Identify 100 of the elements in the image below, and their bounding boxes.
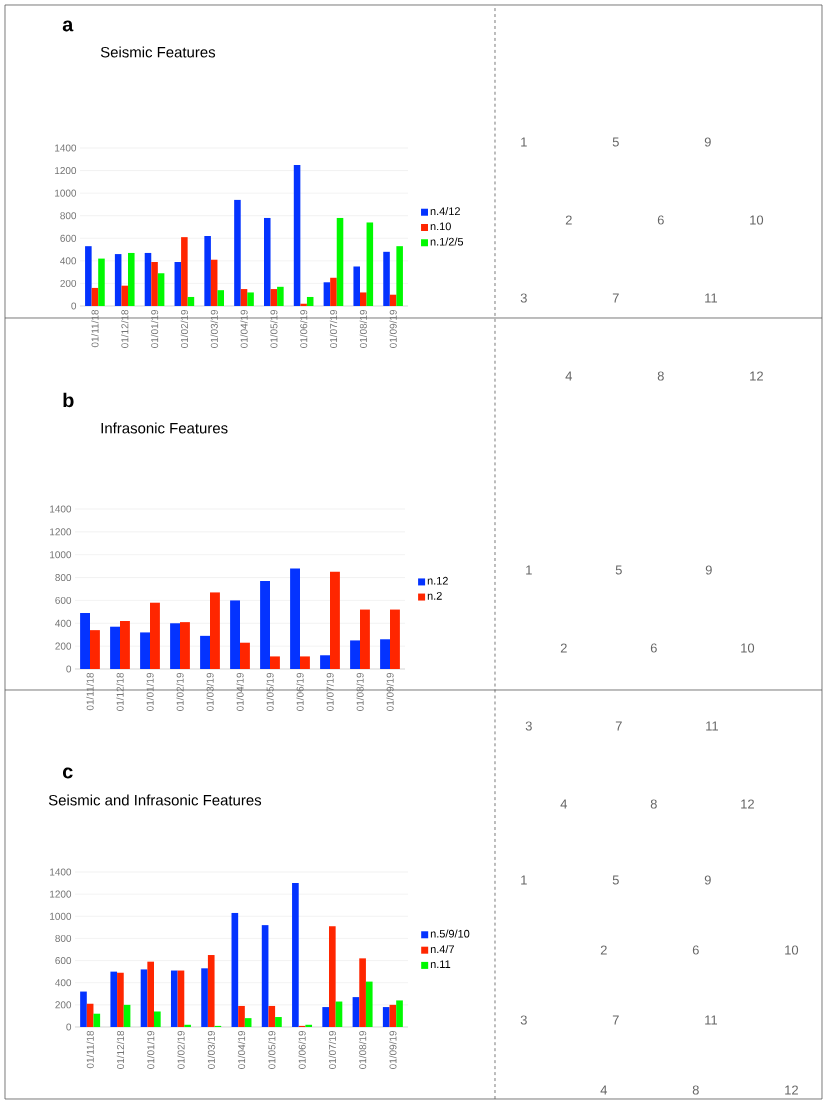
text: 12: [785, 1085, 798, 1095]
bar: [359, 292, 367, 306]
y-tick-label: 600: [55, 596, 72, 604]
bar: [244, 1018, 252, 1027]
bar: [270, 289, 278, 306]
y-tick-label: 800: [55, 574, 72, 582]
bar: [204, 236, 211, 306]
legend-label: n.5/9/10: [430, 929, 470, 938]
legend-label: n.12: [427, 576, 448, 585]
bar: [170, 623, 180, 669]
bar: [154, 1011, 161, 1027]
legend-label: n.11: [430, 960, 451, 968]
x-tick-label: 01/02/19: [176, 672, 184, 711]
legend-label: n.10: [430, 222, 451, 231]
bar: [140, 632, 150, 669]
x-tick-label: 01/06/19: [298, 1030, 306, 1069]
text: 6: [650, 643, 657, 653]
bar: [238, 1005, 245, 1027]
x-tick-label: 01/05/19: [266, 672, 274, 711]
bar: [210, 259, 218, 306]
legend-label: n.2: [427, 591, 442, 600]
text: 7: [612, 1015, 619, 1025]
x-tick-label: 01/12/18: [116, 672, 124, 711]
y-tick-label: 200: [55, 1001, 72, 1009]
bar: [184, 1024, 191, 1027]
y-tick-label: 400: [55, 619, 72, 627]
bar: [114, 254, 122, 306]
bar: [396, 1000, 403, 1027]
y-tick-label: 1400: [55, 144, 77, 152]
bar: [217, 290, 225, 306]
bar: [382, 1007, 390, 1027]
bar: [147, 961, 155, 1027]
text: 9: [704, 875, 711, 885]
text: 1: [521, 875, 527, 885]
text: 3: [520, 1015, 527, 1025]
text: 11: [706, 721, 719, 731]
text: 12: [741, 799, 754, 809]
x-tick-label: 01/08/19: [359, 309, 367, 348]
bar: [293, 164, 301, 306]
x-tick-label: 01/11/18: [86, 672, 94, 711]
x-tick-label: 01/12/18: [116, 1030, 125, 1069]
bar: [207, 955, 215, 1027]
chart-title: Seismic Features: [100, 46, 216, 58]
bar: [261, 925, 269, 1027]
x-tick-label: 01/03/19: [206, 672, 214, 711]
chart-title: Infrasonic Features: [101, 422, 228, 434]
bar: [300, 656, 310, 669]
bar: [290, 568, 300, 669]
x-tick-label: 01/07/19: [326, 672, 334, 711]
bar: [110, 971, 118, 1027]
bar: [263, 217, 271, 306]
x-tick-label: 01/04/19: [236, 672, 244, 711]
x-tick-label: 01/01/19: [146, 672, 154, 711]
text: 7: [615, 721, 622, 731]
bar: [117, 972, 124, 1027]
x-tick-label: 01/08/19: [358, 1030, 367, 1069]
text: 1: [521, 137, 527, 147]
bar: [360, 609, 370, 669]
text: 11: [705, 293, 718, 303]
bar: [330, 571, 340, 669]
legend-label: n.1/2/5: [430, 237, 464, 246]
text: 5: [612, 137, 619, 147]
text: 2: [565, 215, 572, 225]
text: a: [62, 20, 74, 32]
x-tick-label: 01/03/19: [207, 1030, 215, 1069]
bar: [336, 217, 344, 306]
bar: [80, 991, 87, 1027]
bar: [275, 1017, 282, 1027]
y-tick-label: 1200: [50, 890, 72, 898]
y-tick-label: 1000: [50, 912, 72, 920]
text: 11: [705, 1015, 718, 1025]
y-tick-label: 400: [55, 979, 72, 987]
x-tick-label: 01/02/19: [180, 309, 189, 348]
text: 4: [565, 371, 573, 381]
x-tick-label: 01/06/19: [299, 309, 308, 348]
bar: [151, 261, 158, 306]
y-tick-label: 1200: [55, 167, 77, 175]
bar: [359, 958, 366, 1027]
bar: [187, 296, 195, 306]
x-tick-label: 01/03/19: [210, 309, 218, 348]
bar: [305, 1024, 313, 1027]
text: 5: [612, 875, 619, 885]
x-tick-label: 01/06/19: [296, 672, 304, 711]
bar: [140, 969, 148, 1027]
bar: [210, 592, 220, 669]
bar: [366, 222, 374, 306]
bar: [80, 612, 90, 669]
text: 10: [785, 945, 799, 955]
text: 4: [560, 799, 568, 809]
bar: [200, 635, 210, 669]
bar: [306, 296, 314, 306]
legend-label: n.4/12: [430, 207, 460, 216]
bar: [144, 252, 152, 306]
x-tick-label: 01/02/19: [177, 1030, 185, 1069]
text: 3: [525, 721, 532, 731]
text: 4: [600, 1085, 608, 1095]
text: 12: [750, 371, 763, 381]
y-tick-label: 1200: [50, 528, 72, 536]
x-tick-label: 01/01/19: [147, 1030, 155, 1069]
bar: [181, 237, 188, 306]
